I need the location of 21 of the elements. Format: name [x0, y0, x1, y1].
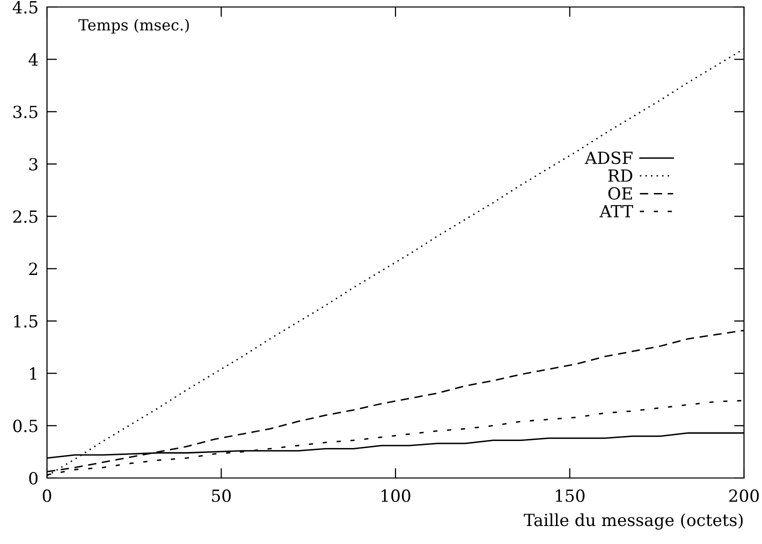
- y-tick-label: 1: [30, 367, 36, 380]
- x-axis-title: Taille du message (octets): [524, 513, 743, 530]
- y-tick-label: 2: [29, 262, 38, 275]
- legend-label: OE: [608, 187, 632, 200]
- x-tick-label: 50: [212, 489, 231, 502]
- y-tick-label: 4: [28, 53, 38, 66]
- y-tick-label: 3.5: [13, 106, 38, 118]
- x-tick-label: 0: [42, 489, 52, 502]
- legend-label: RD: [608, 170, 632, 182]
- y-tick-label: 0: [29, 472, 38, 485]
- y-axis-title: Temps (msec.): [78, 18, 189, 34]
- y-tick-label: 1.5: [14, 314, 38, 328]
- legend-label: ATT: [599, 205, 634, 218]
- x-tick-label: 150: [556, 489, 585, 502]
- legend-label: ADSF: [584, 152, 633, 164]
- y-tick-label: 3: [29, 158, 38, 171]
- y-tick-label: 4.5: [12, 0, 38, 14]
- y-tick-label: 2.5: [13, 210, 38, 223]
- x-tick-label: 100: [382, 489, 410, 502]
- y-tick-label: 0.5: [13, 420, 38, 432]
- x-tick-label: 200: [729, 489, 759, 502]
